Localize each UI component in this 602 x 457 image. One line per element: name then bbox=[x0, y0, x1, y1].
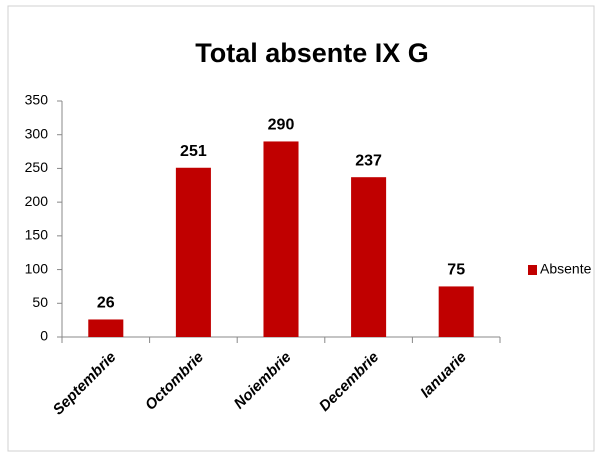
y-tick-label: 300 bbox=[25, 125, 49, 141]
bar bbox=[88, 319, 124, 337]
data-label: 237 bbox=[355, 152, 382, 169]
bar bbox=[263, 141, 299, 337]
bar bbox=[438, 286, 474, 337]
data-label: 26 bbox=[97, 295, 115, 312]
bar bbox=[175, 167, 211, 337]
y-tick-label: 200 bbox=[25, 193, 49, 209]
bar bbox=[351, 177, 387, 337]
y-tick-label: 150 bbox=[25, 227, 49, 243]
y-tick-label: 0 bbox=[40, 328, 48, 344]
y-tick-label: 250 bbox=[25, 159, 49, 175]
y-tick-label: 350 bbox=[25, 92, 49, 108]
y-tick-label: 100 bbox=[25, 260, 49, 276]
y-tick-label: 50 bbox=[32, 294, 48, 310]
data-label: 75 bbox=[447, 262, 465, 279]
chart-border bbox=[7, 5, 595, 452]
legend-swatch bbox=[528, 265, 537, 275]
data-label: 290 bbox=[268, 117, 295, 134]
data-label: 251 bbox=[180, 143, 207, 160]
chart-title: Total absente IX G bbox=[195, 38, 429, 68]
legend-label: Absente bbox=[540, 261, 592, 277]
